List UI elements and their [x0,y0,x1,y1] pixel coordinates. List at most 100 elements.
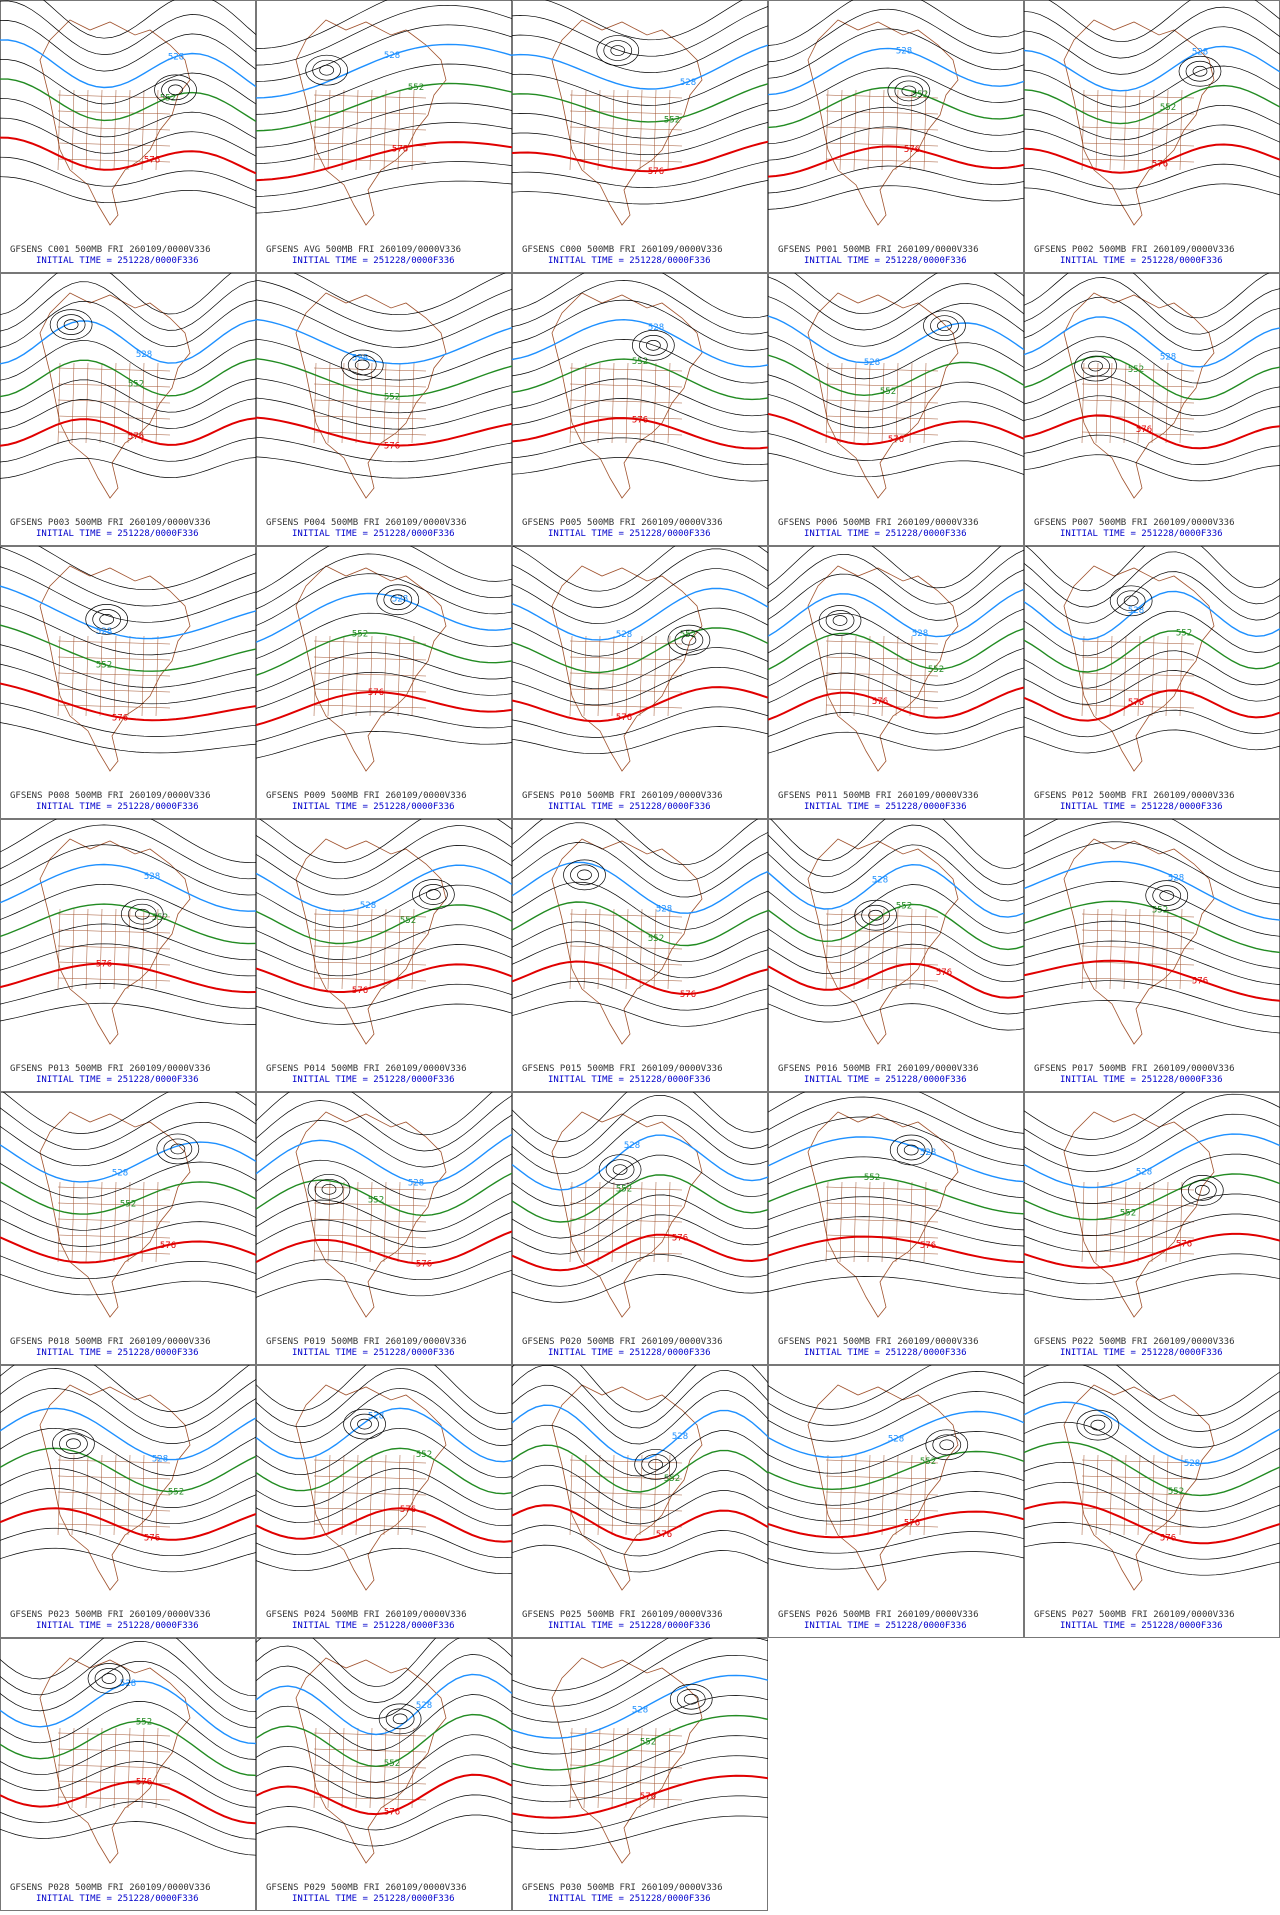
contour-label: 552 [168,1488,184,1498]
state-line [57,362,61,444]
height-contour [1024,1481,1280,1528]
key-contour [1024,1401,1280,1465]
panel-border [0,1638,256,1911]
state-line [611,362,615,444]
state-line [1095,1181,1099,1263]
contour-label: 576 [384,1807,400,1817]
state-line [355,362,359,444]
state-line [1123,362,1127,444]
height-contour [256,299,512,348]
state-line [411,362,415,444]
state-line [369,635,373,717]
panel-border [256,0,512,273]
key-contour [512,1444,768,1493]
state-line [867,89,871,171]
closed-low [63,319,79,330]
height-contour [0,844,256,896]
height-contour [512,546,768,592]
state-line [825,1523,939,1528]
state-line [313,1727,317,1809]
key-contour [0,1680,256,1745]
panel-border [512,819,768,1092]
state-line [1081,110,1195,115]
height-contour [512,1114,768,1175]
contour-label: 552 [1168,1487,1184,1497]
state-line [825,110,939,115]
height-contour [256,546,512,593]
height-contour [512,726,768,755]
initial-time: INITIAL TIME = 251228/0000F336 [36,256,199,266]
panel-border [512,0,768,273]
height-contour [0,923,256,961]
height-contour [512,1695,768,1755]
height-contour [768,0,1024,46]
state-line [825,1475,939,1480]
closed-low [305,54,348,86]
state-line [1165,635,1169,717]
height-contour [1024,819,1280,873]
state-line [853,908,857,990]
state-line [569,688,683,693]
map-panel: 528 552 576 GFSENS P018 500MB FRI 260109/00… [0,1092,256,1365]
state-line [113,908,117,990]
initial-time: INITIAL TIME = 251228/0000F336 [548,802,711,812]
contour-label: 552 [616,1185,632,1195]
state-line [313,635,317,717]
caption-bg [1,517,255,545]
state-line [667,1181,671,1263]
state-line [57,1250,171,1255]
closed-low [669,1683,713,1715]
state-line [397,1727,401,1809]
height-contour [768,647,1024,687]
caption-bg [1,1336,255,1364]
closed-low [321,1183,337,1195]
height-contour [0,1368,256,1428]
height-contour [768,824,1024,886]
state-line [1081,913,1195,918]
initial-time: INITIAL TIME = 251228/0000F336 [36,529,199,539]
coastline [807,838,959,1045]
height-contour [0,59,256,105]
height-contour [1024,375,1280,417]
state-line [327,635,331,717]
state-line [85,1181,89,1263]
coastline [295,1384,447,1591]
state-line [653,908,657,990]
height-contour [256,63,512,115]
state-line [1081,640,1195,645]
key-contour [1024,1133,1280,1189]
contour-label: 528 [624,1141,640,1151]
state-line [569,929,683,934]
state-line [1095,635,1099,717]
initial-time: INITIAL TIME = 251228/0000F336 [548,256,711,266]
key-contour [256,1172,512,1217]
state-line [141,362,145,444]
height-contour [1024,1153,1280,1204]
caption: GFSENS P027 500MB FRI 260109/0000V336 [1034,1610,1234,1620]
state-line [825,383,939,388]
contour-label: 528 [352,353,368,363]
initial-time: INITIAL TIME = 251228/0000F336 [804,529,967,539]
state-line [569,1181,573,1263]
key-contour [0,1141,256,1183]
state-line [569,1491,683,1496]
state-line [57,415,171,420]
key-contour [768,903,1024,951]
map-panel: 528 552 576 GFSENS P003 500MB FRI 260109/00… [0,273,256,546]
state-line [1081,1491,1195,1496]
state-line [569,399,683,404]
state-line [141,1454,145,1536]
caption: GFSENS P008 500MB FRI 260109/0000V336 [10,791,210,801]
closed-low [832,615,848,626]
state-line [327,89,331,171]
state-line [825,656,939,661]
height-contour [1024,277,1280,335]
state-line [1123,1454,1127,1536]
key-contour [256,1673,512,1736]
state-line [71,1727,75,1809]
map-panel: 528 552 576 GFSENS P012 500MB FRI 260109/00… [1024,546,1280,819]
closed-low [854,899,897,931]
height-contour [768,546,1002,589]
state-line [127,362,131,444]
